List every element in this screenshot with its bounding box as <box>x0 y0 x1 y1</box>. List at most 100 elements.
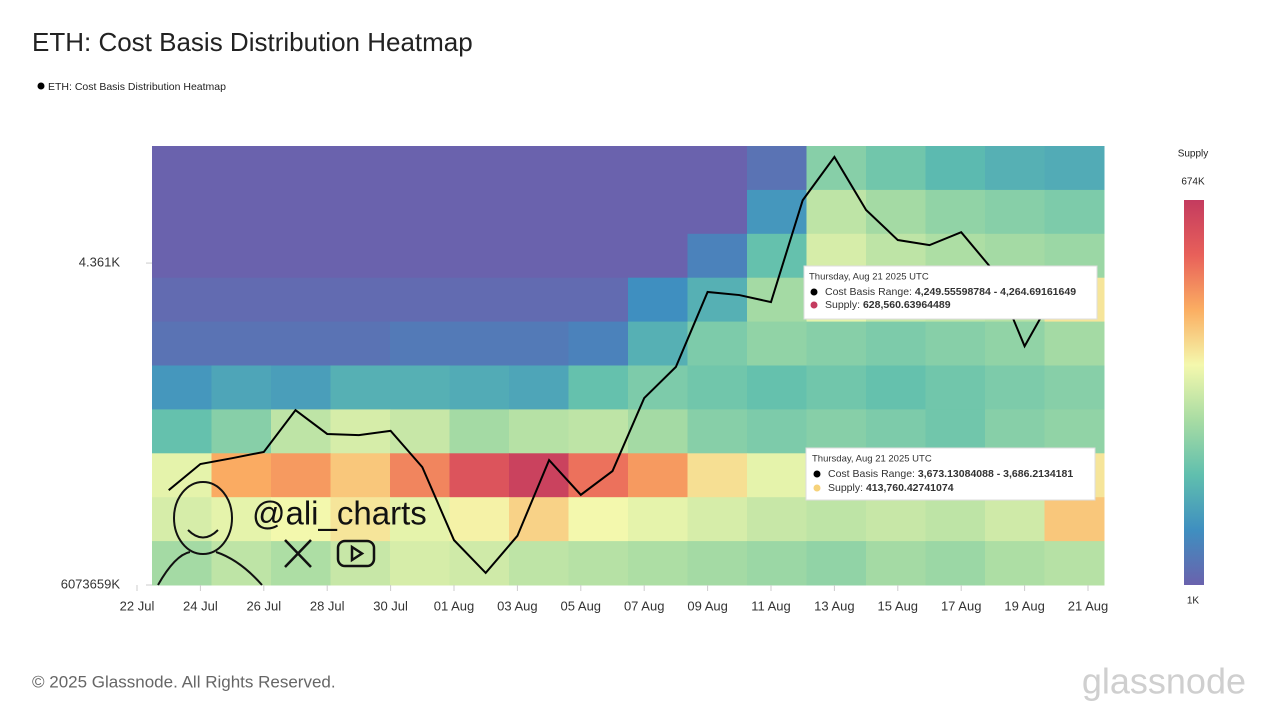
heatmap-cell <box>985 409 1045 454</box>
heatmap-cell <box>806 497 867 542</box>
colorbar-title: Supply <box>1178 149 1209 160</box>
heatmap-cell <box>390 233 450 279</box>
heatmap-cell <box>330 233 391 279</box>
chart-title: ETH: Cost Basis Distribution Heatmap <box>32 27 473 57</box>
heatmap-cell <box>449 497 510 542</box>
heatmap-cell <box>866 189 926 235</box>
heatmap-cell <box>806 541 867 586</box>
heatmap-cell <box>806 189 867 235</box>
heatmap-cell <box>449 146 510 191</box>
heatmap-cell <box>211 365 272 410</box>
legend-label: ETH: Cost Basis Distribution Heatmap <box>48 81 226 93</box>
heatmap-cell <box>628 146 688 191</box>
heatmap-cell <box>509 453 569 498</box>
heatmap-cell <box>509 189 569 235</box>
x-tick-label: 26 Jul <box>246 598 281 613</box>
heatmap-cell <box>449 277 510 323</box>
tooltip-range-label: Cost Basis Range: <box>825 286 912 298</box>
heatmap-cell <box>687 409 748 454</box>
logo: glassnode <box>1082 661 1246 702</box>
tooltip-date: Thursday, Aug 21 2025 UTC <box>812 454 932 465</box>
x-icon <box>284 539 312 568</box>
x-tick-label: 05 Aug <box>561 598 602 613</box>
heatmap-cell <box>330 453 391 498</box>
tooltip-range-label: Cost Basis Range: <box>828 468 915 480</box>
x-tick-label: 21 Aug <box>1068 598 1109 613</box>
heatmap-cell <box>152 277 212 323</box>
heatmap-cell <box>925 541 986 586</box>
y-tick-label: 6073659K <box>61 576 121 591</box>
heatmap-cell <box>747 409 807 454</box>
heatmap-cell <box>628 321 688 366</box>
heatmap-cell <box>1044 321 1105 366</box>
heatmap-cell <box>271 189 331 235</box>
heatmap-cell <box>925 409 986 454</box>
heatmap-cell <box>390 365 450 410</box>
heatmap-cell <box>271 365 331 410</box>
tooltip-marker <box>810 288 818 296</box>
heatmap-cell <box>271 277 331 323</box>
x-tick-label: 15 Aug <box>878 598 919 613</box>
heatmap-cell <box>271 321 331 366</box>
heatmap-cell <box>390 541 450 586</box>
heatmap-cell <box>152 146 212 191</box>
tooltip-range: Cost Basis Range: 3,673.13084088 - 3,686… <box>828 468 1073 480</box>
heatmap-cell <box>390 277 450 323</box>
heatmap-cell <box>330 146 391 191</box>
heatmap-cell <box>449 453 510 498</box>
heatmap-cell <box>152 453 212 498</box>
heatmap-cell <box>330 189 391 235</box>
heatmap-cell <box>866 146 926 191</box>
heatmap-cell <box>628 541 688 586</box>
heatmap-cell <box>271 233 331 279</box>
tooltip-box <box>805 447 1096 501</box>
x-tick-label: 28 Jul <box>310 598 345 613</box>
face <box>173 481 233 555</box>
heatmap-cell <box>866 497 926 542</box>
heatmap-cell <box>747 146 807 191</box>
heatmap-cell <box>687 321 748 366</box>
heatmap-cell <box>985 189 1045 235</box>
legend-marker <box>37 82 45 90</box>
heatmap-cell <box>330 497 391 542</box>
heatmap-cell <box>1044 497 1105 542</box>
heatmap-cell <box>985 321 1045 366</box>
heatmap-cell <box>211 321 272 366</box>
heatmap-cell <box>687 277 748 323</box>
heatmap-cell <box>866 409 926 454</box>
heatmap-cell <box>211 233 272 279</box>
heatmap-cell <box>1044 541 1105 586</box>
x-tick-label: 17 Aug <box>941 598 982 613</box>
heatmap-cell <box>390 321 450 366</box>
heatmap-cell <box>568 277 629 323</box>
heatmap-cell <box>925 497 986 542</box>
heatmap-cell <box>568 189 629 235</box>
heatmap-cell <box>211 541 272 586</box>
x-tick-label: 22 Jul <box>120 598 155 613</box>
heatmap-cell <box>152 409 212 454</box>
x-tick-label: 01 Aug <box>434 598 475 613</box>
heatmap-cell <box>330 365 391 410</box>
x-tick-label: 13 Aug <box>814 598 855 613</box>
social-icons <box>284 539 376 568</box>
heatmap-cell <box>509 365 569 410</box>
heatmap-cell <box>925 146 986 191</box>
heatmap-cell <box>985 146 1045 191</box>
tooltip-supply-label: Supply: <box>828 482 863 494</box>
heatmap-cell <box>390 189 450 235</box>
heatmap-cell <box>568 409 629 454</box>
heatmap-cell <box>568 146 629 191</box>
smile <box>187 529 219 539</box>
youtube-icon <box>336 539 376 568</box>
x-tick-label: 30 Jul <box>373 598 408 613</box>
heatmap-cell <box>866 365 926 410</box>
heatmap-cell <box>925 365 986 410</box>
heatmap-cell <box>1044 146 1105 191</box>
heatmap-cell <box>1044 365 1105 410</box>
tooltip-supply: Supply: 413,760.42741074 <box>828 482 954 494</box>
x-tick-label: 11 Aug <box>751 598 791 613</box>
tooltip-supply-label: Supply: <box>825 299 860 311</box>
heatmap-cell <box>390 146 450 191</box>
heatmap-cell <box>687 497 748 542</box>
heatmap-cell <box>747 321 807 366</box>
